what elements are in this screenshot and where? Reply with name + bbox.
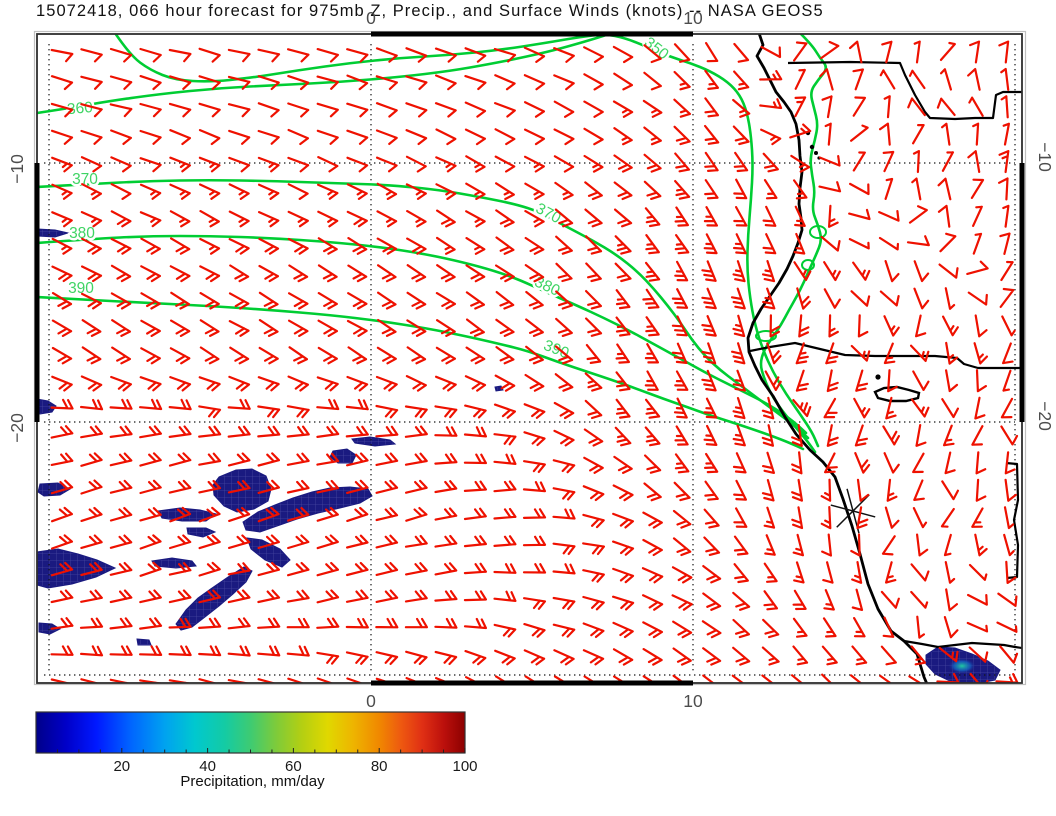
colorbar-tick-label-40: 40 — [199, 758, 216, 775]
graticule — [44, 44, 1016, 676]
plot-title: 15072418, 066 hour forecast for 975mb Z,… — [36, 2, 824, 20]
colorbar-tick-label-80: 80 — [371, 758, 388, 775]
precip-max-core — [948, 658, 976, 674]
country-border — [903, 639, 1022, 650]
colorbar-tick-label-100: 100 — [452, 758, 477, 775]
colorbar-gradient — [35, 711, 466, 754]
island-dot — [875, 374, 881, 380]
wind-barbs-layer — [50, 40, 1019, 683]
country-border — [787, 60, 1022, 121]
precip-area — [37, 398, 57, 415]
contour-z390 — [37, 295, 805, 451]
axis-tick-right-−10: −10 — [1035, 142, 1055, 172]
island-dot — [809, 144, 815, 150]
precip-area — [242, 486, 373, 533]
precip-area — [37, 548, 117, 589]
colorbar-tick-label-60: 60 — [285, 758, 302, 775]
precip-area — [38, 622, 62, 635]
precip-area — [246, 537, 291, 568]
axis-tick-bottom-0: 0 — [366, 691, 376, 711]
contour-closed-loop — [755, 330, 777, 342]
axis-tick-top-0: 0 — [366, 8, 376, 28]
colorbar-caption: Precipitation, mm/day — [180, 773, 325, 790]
country-border — [749, 341, 1022, 370]
colorbar-tick-label-20: 20 — [113, 758, 130, 775]
contour-label-380: 380 — [69, 225, 95, 242]
coastline-layer — [746, 34, 1022, 683]
map-frame — [33, 30, 1027, 686]
contour-closed-loop — [809, 225, 827, 239]
precip-area — [136, 638, 152, 646]
precip-area — [494, 385, 504, 392]
axis-tick-left-−10: −10 — [7, 154, 27, 184]
country-border — [1005, 461, 1020, 580]
contour-label-370: 370 — [72, 171, 98, 188]
contour-z350 — [114, 34, 820, 448]
asterisk-marker-arm — [836, 494, 870, 528]
colorbar: 20 40 60 80 100 — [35, 711, 478, 775]
contour-closed-loop — [801, 259, 815, 271]
precip-area — [186, 527, 217, 538]
precip-area — [37, 482, 72, 497]
precip-area — [37, 228, 70, 238]
axis-tick-right-−20: −20 — [1035, 401, 1055, 431]
wind-barbs — [50, 40, 1019, 683]
axis-labels: 0 10 0 10 −10 −20 −10 −20 — [7, 8, 1055, 711]
contour-z360 — [37, 34, 613, 115]
axis-tick-left-−20: −20 — [7, 413, 27, 443]
axis-tick-bottom-10: 10 — [683, 691, 703, 711]
island-dot — [814, 151, 818, 155]
contour-label-390: 390 — [68, 280, 94, 297]
coastline — [746, 34, 929, 683]
lake-outline — [873, 385, 921, 403]
axis-tick-top-10: 10 — [683, 8, 703, 28]
precip-area — [351, 436, 397, 447]
